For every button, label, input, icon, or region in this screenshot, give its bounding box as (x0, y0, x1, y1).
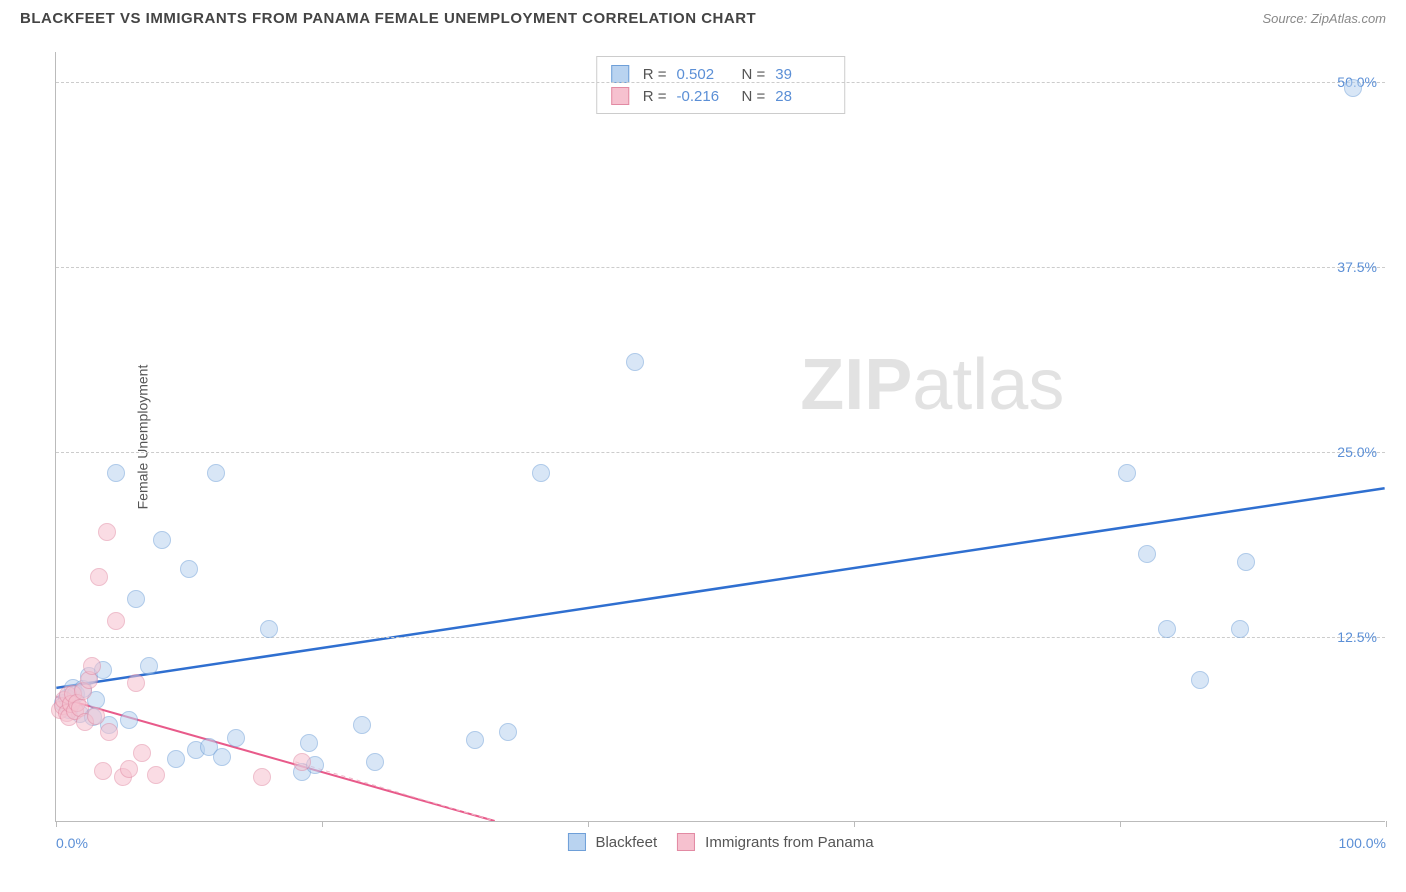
data-point (626, 353, 644, 371)
x-tick-label: 100.0% (1339, 835, 1386, 851)
data-point (1344, 79, 1362, 97)
y-tick-label: 37.5% (1337, 259, 1377, 275)
data-point (153, 531, 171, 549)
data-point (207, 464, 225, 482)
watermark-light: atlas (912, 345, 1064, 425)
watermark: ZIPatlas (800, 344, 1064, 426)
series-legend: Blackfeet Immigrants from Panama (567, 833, 873, 851)
data-point (107, 464, 125, 482)
data-point (1158, 620, 1176, 638)
r-value-panama: -0.216 (677, 88, 732, 105)
data-point (366, 753, 384, 771)
data-point (100, 723, 118, 741)
data-point (253, 768, 271, 786)
legend-label-panama: Immigrants from Panama (705, 834, 873, 851)
data-point (133, 744, 151, 762)
swatch-blackfeet (611, 65, 629, 83)
legend-label-blackfeet: Blackfeet (595, 834, 657, 851)
data-point (293, 753, 311, 771)
r-label: R = (643, 88, 667, 105)
data-point (1237, 553, 1255, 571)
r-value-blackfeet: 0.502 (677, 66, 732, 83)
y-axis-label: Female Unemployment (134, 364, 150, 509)
correlation-legend: R = 0.502 N = 39 R = -0.216 N = 28 (596, 56, 846, 114)
legend-item-panama: Immigrants from Panama (677, 833, 873, 851)
x-tick-label: 0.0% (56, 835, 88, 851)
data-point (90, 568, 108, 586)
y-tick-label: 25.0% (1337, 444, 1377, 460)
gridline (56, 452, 1385, 453)
data-point (147, 766, 165, 784)
trend-line (56, 488, 1384, 688)
data-point (1191, 671, 1209, 689)
gridline (56, 267, 1385, 268)
data-point (1118, 464, 1136, 482)
gridline (56, 82, 1385, 83)
data-point (120, 711, 138, 729)
data-point (466, 731, 484, 749)
x-tick (1120, 821, 1121, 827)
chart-title: BLACKFEET VS IMMIGRANTS FROM PANAMA FEMA… (20, 10, 756, 27)
data-point (227, 729, 245, 747)
legend-item-blackfeet: Blackfeet (567, 833, 657, 851)
x-tick (322, 821, 323, 827)
data-point (140, 657, 158, 675)
data-point (98, 523, 116, 541)
source-attribution: Source: ZipAtlas.com (1262, 11, 1386, 26)
n-label: N = (742, 66, 766, 83)
data-point (127, 590, 145, 608)
data-point (94, 762, 112, 780)
swatch-panama (611, 87, 629, 105)
data-point (120, 760, 138, 778)
data-point (1231, 620, 1249, 638)
y-tick-label: 12.5% (1337, 629, 1377, 645)
data-point (1138, 545, 1156, 563)
data-point (353, 716, 371, 734)
data-point (83, 657, 101, 675)
watermark-bold: ZIP (800, 345, 912, 425)
n-value-panama: 28 (775, 88, 830, 105)
x-tick (588, 821, 589, 827)
data-point (300, 734, 318, 752)
data-point (180, 560, 198, 578)
r-label: R = (643, 66, 667, 83)
x-tick (854, 821, 855, 827)
data-point (532, 464, 550, 482)
trendlines-layer (56, 52, 1385, 821)
swatch-panama (677, 833, 695, 851)
data-point (107, 612, 125, 630)
trend-line (295, 762, 494, 821)
data-point (213, 748, 231, 766)
data-point (499, 723, 517, 741)
data-point (127, 674, 145, 692)
swatch-blackfeet (567, 833, 585, 851)
header-bar: BLACKFEET VS IMMIGRANTS FROM PANAMA FEMA… (0, 0, 1406, 32)
data-point (87, 707, 105, 725)
data-point (260, 620, 278, 638)
gridline (56, 637, 1385, 638)
data-point (167, 750, 185, 768)
legend-row-panama: R = -0.216 N = 28 (611, 85, 831, 107)
x-tick (1386, 821, 1387, 827)
n-label: N = (742, 88, 766, 105)
n-value-blackfeet: 39 (775, 66, 830, 83)
x-tick (56, 821, 57, 827)
scatter-chart: Female Unemployment ZIPatlas R = 0.502 N… (55, 52, 1385, 822)
